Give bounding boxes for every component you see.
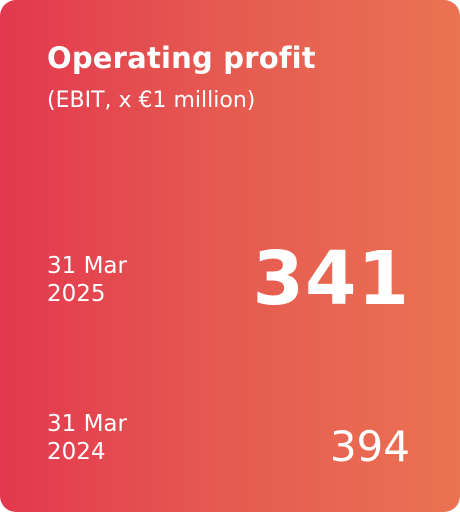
previous-period-date-line1: 31 Mar [47, 411, 127, 437]
current-period-date-line1: 31 Mar [47, 253, 127, 279]
previous-period-date: 31 Mar 2024 [47, 410, 187, 466]
card-subtitle: (EBIT, x €1 million) [47, 88, 256, 113]
current-period-date: 31 Mar 2025 [47, 252, 187, 308]
current-period-date-line2: 2025 [47, 281, 106, 307]
previous-period-date-line2: 2024 [47, 439, 106, 465]
card-title: Operating profit [47, 41, 316, 75]
previous-period-value: 394 [329, 422, 410, 471]
current-period-value: 341 [252, 236, 410, 322]
